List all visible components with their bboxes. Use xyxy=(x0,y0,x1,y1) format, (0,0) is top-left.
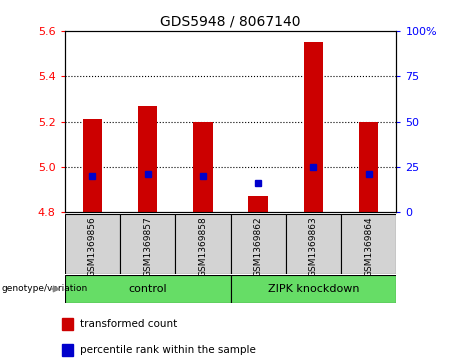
Title: GDS5948 / 8067140: GDS5948 / 8067140 xyxy=(160,14,301,28)
Bar xyxy=(65,214,120,274)
Bar xyxy=(120,214,175,274)
Bar xyxy=(62,344,73,356)
Text: GSM1369863: GSM1369863 xyxy=(309,216,318,277)
Text: GSM1369858: GSM1369858 xyxy=(198,216,207,277)
Bar xyxy=(230,214,286,274)
Text: control: control xyxy=(128,284,167,294)
Text: GSM1369857: GSM1369857 xyxy=(143,216,152,277)
Bar xyxy=(138,106,157,212)
Text: ZIPK knockdown: ZIPK knockdown xyxy=(268,284,359,294)
Bar xyxy=(341,214,396,274)
Bar xyxy=(193,122,213,212)
Text: GSM1369864: GSM1369864 xyxy=(364,216,373,277)
Bar xyxy=(304,42,323,212)
Bar xyxy=(359,122,378,212)
Text: transformed count: transformed count xyxy=(80,319,177,329)
Bar xyxy=(83,119,102,212)
Bar xyxy=(248,196,268,212)
Bar xyxy=(230,275,396,303)
Text: GSM1369856: GSM1369856 xyxy=(88,216,97,277)
Text: GSM1369862: GSM1369862 xyxy=(254,216,263,277)
Bar xyxy=(62,318,73,330)
Text: percentile rank within the sample: percentile rank within the sample xyxy=(80,345,256,355)
Bar xyxy=(286,214,341,274)
Bar xyxy=(175,214,230,274)
Text: genotype/variation: genotype/variation xyxy=(1,285,88,293)
Bar xyxy=(65,275,230,303)
